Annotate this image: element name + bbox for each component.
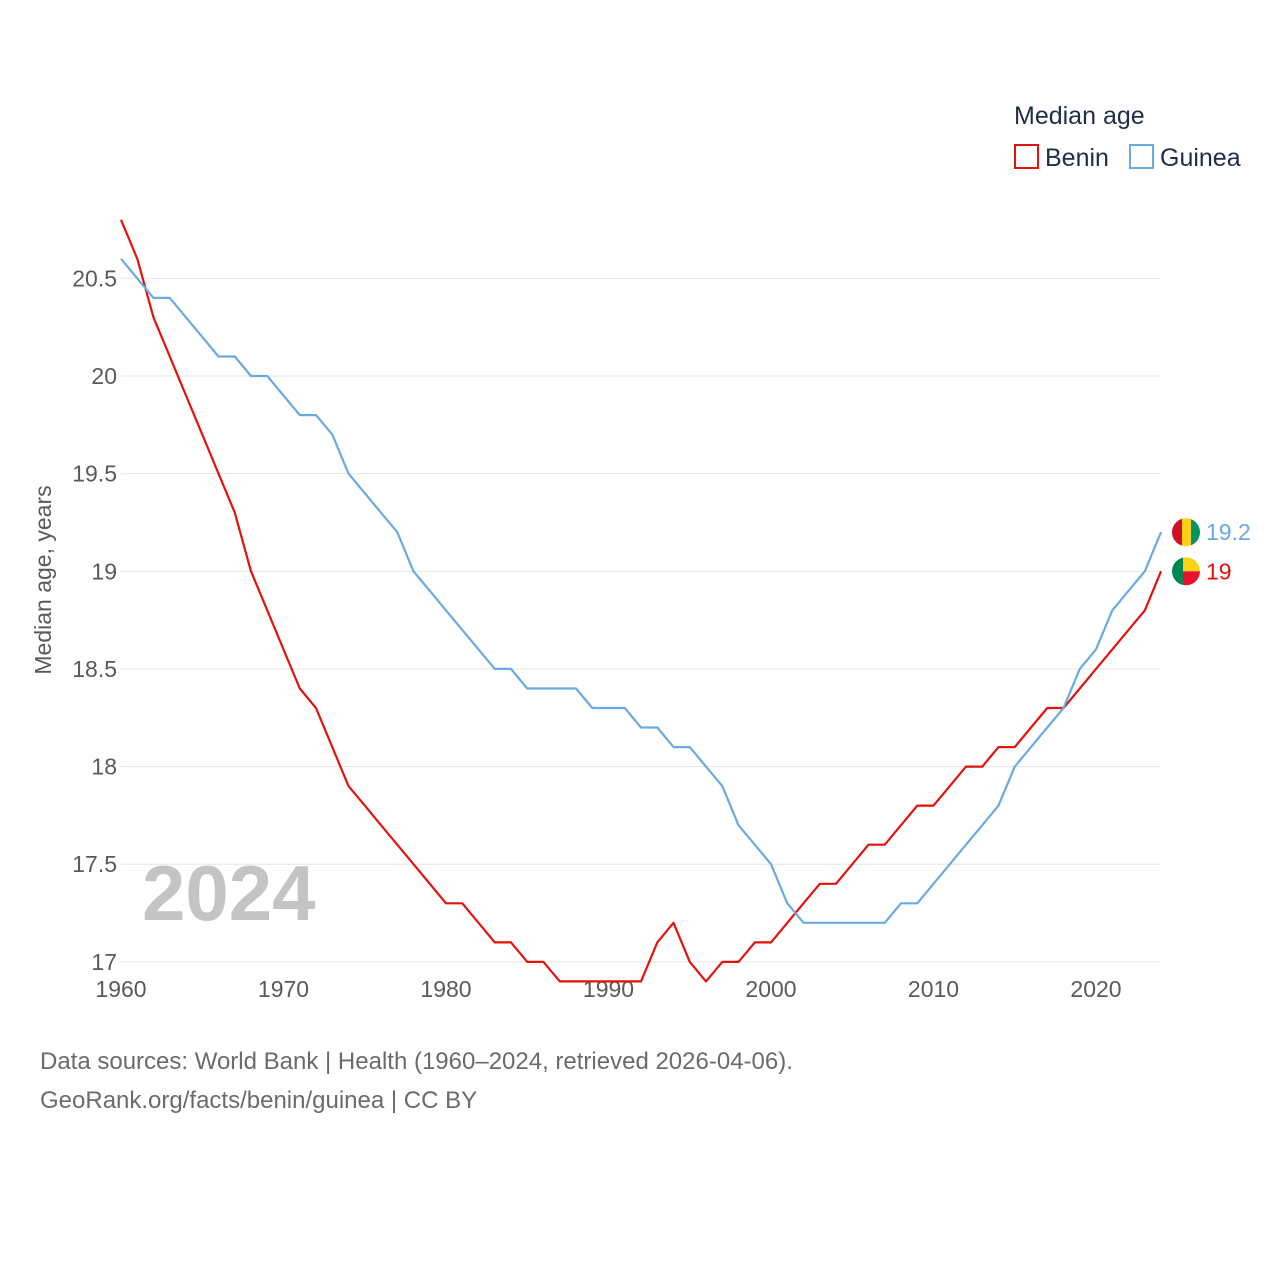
end-label-benin: 19 xyxy=(1206,558,1232,584)
y-tick-17: 17 xyxy=(91,949,117,975)
y-tick-20: 20 xyxy=(91,363,117,389)
legend: Median age Benin Guinea xyxy=(1014,102,1241,172)
y-tick-20.5: 20.5 xyxy=(72,265,117,291)
flag-benin-icon xyxy=(1172,557,1200,586)
series-lines xyxy=(119,219,1163,983)
flag-guinea-icon xyxy=(1172,518,1200,547)
line-benin xyxy=(119,219,1163,983)
x-tick-2010: 2010 xyxy=(908,976,959,1002)
y-axis-ticks: 17 17.5 18 18.5 19 19.5 20 20.5 xyxy=(72,265,117,975)
year-watermark: 2024 xyxy=(142,849,316,937)
flag-stripe xyxy=(1183,571,1200,586)
end-label-guinea: 19.2 xyxy=(1206,519,1251,545)
flag-stripe xyxy=(1182,518,1191,547)
x-tick-1990: 1990 xyxy=(583,976,634,1002)
y-axis-label: Median age, years xyxy=(30,485,56,674)
source-line-1: Data sources: World Bank | Health (1960–… xyxy=(40,1048,793,1075)
x-axis-ticks: 1960 1970 1980 1990 2000 2010 2020 xyxy=(95,976,1121,1002)
x-tick-2020: 2020 xyxy=(1070,976,1121,1002)
legend-swatch-benin xyxy=(1014,144,1039,169)
legend-label-guinea: Guinea xyxy=(1160,144,1241,172)
line-guinea xyxy=(120,258,1163,924)
source-line-2: GeoRank.org/facts/benin/guinea | CC BY xyxy=(40,1087,477,1114)
y-tick-17.5: 17.5 xyxy=(72,851,117,877)
flag-stripe xyxy=(1183,557,1200,572)
legend-item-benin[interactable]: Benin xyxy=(1014,144,1109,172)
legend-label-benin: Benin xyxy=(1045,144,1109,172)
y-tick-18.5: 18.5 xyxy=(72,656,117,682)
flag-stripe xyxy=(1172,518,1182,547)
flag-stripe xyxy=(1191,518,1200,547)
gridlines xyxy=(121,277,1161,963)
end-markers: 19 19.2 xyxy=(1172,518,1251,586)
legend-item-guinea[interactable]: Guinea xyxy=(1129,144,1241,172)
x-tick-2000: 2000 xyxy=(745,976,796,1002)
y-tick-19: 19 xyxy=(91,558,117,584)
flag-stripe xyxy=(1172,557,1183,586)
x-tick-1970: 1970 xyxy=(258,976,309,1002)
x-tick-1980: 1980 xyxy=(420,976,471,1002)
x-tick-1960: 1960 xyxy=(95,976,146,1002)
legend-swatch-guinea xyxy=(1129,144,1154,169)
legend-title: Median age xyxy=(1014,102,1145,130)
y-tick-19.5: 19.5 xyxy=(72,461,117,487)
y-tick-18: 18 xyxy=(91,754,117,780)
